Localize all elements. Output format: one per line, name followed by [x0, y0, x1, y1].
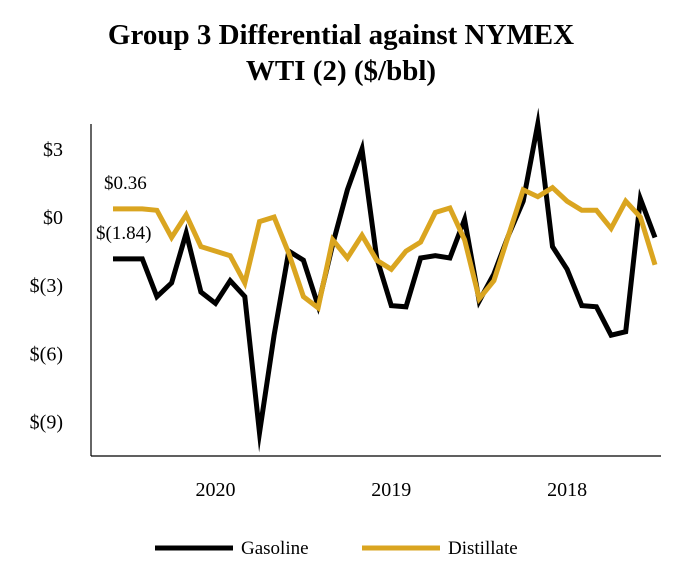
annotation-gasoline: $(1.84): [96, 223, 151, 244]
data-annotations: $0.36 $(1.84): [96, 173, 151, 244]
y-axis-tick-labels: $3 $0 $(3) $(6) $(9): [30, 139, 63, 433]
series-lines: [113, 107, 658, 453]
chart-title-line-1: Group 3 Differential against NYMEX: [107, 19, 575, 51]
x-tick-label: 2018: [547, 479, 587, 501]
legend-label-distillate: Distillate: [448, 538, 518, 559]
series-line-distillate: [113, 184, 658, 313]
annotation-distillate: $0.36: [104, 173, 147, 194]
y-tick-label: $(6): [30, 343, 63, 365]
y-tick-label: $0: [43, 207, 63, 229]
x-axis-tick-labels: 2020 2019 2018: [196, 479, 588, 501]
x-tick-label: 2019: [371, 479, 411, 501]
y-tick-label: $(3): [30, 275, 63, 297]
y-tick-label: $3: [43, 139, 63, 161]
legend: Gasoline Distillate: [155, 538, 518, 559]
x-tick-label: 2020: [196, 479, 236, 501]
legend-label-gasoline: Gasoline: [241, 538, 309, 559]
chart-title-line-2: WTI (2) ($/bbl): [245, 55, 437, 87]
y-tick-label: $(9): [30, 411, 63, 433]
series-line-gasoline: [113, 107, 658, 453]
